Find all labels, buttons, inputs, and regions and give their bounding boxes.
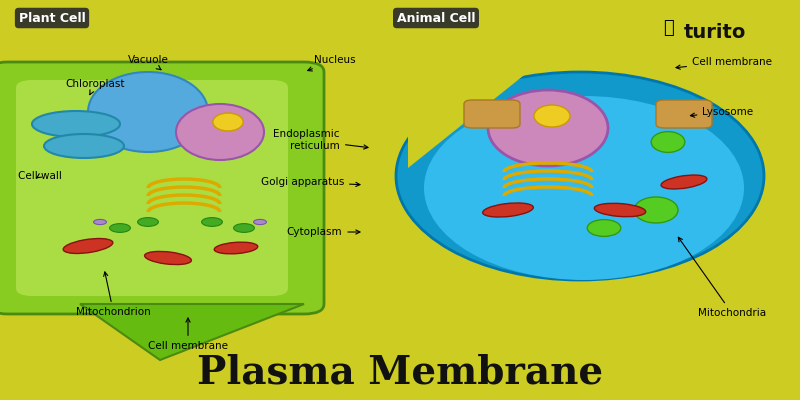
Text: Nucleus: Nucleus xyxy=(308,55,356,71)
Ellipse shape xyxy=(145,252,191,264)
Ellipse shape xyxy=(594,203,646,217)
Ellipse shape xyxy=(651,132,685,152)
Text: Mitochondria: Mitochondria xyxy=(678,237,766,318)
Ellipse shape xyxy=(138,218,158,226)
Text: Cytoplasm: Cytoplasm xyxy=(286,227,360,237)
Text: Mitochondrion: Mitochondrion xyxy=(76,272,150,317)
Ellipse shape xyxy=(32,111,120,137)
Text: Plant Cell: Plant Cell xyxy=(18,12,86,24)
Text: 📖: 📖 xyxy=(662,19,674,37)
Text: Golgi apparatus: Golgi apparatus xyxy=(261,177,360,187)
Text: Cell wall: Cell wall xyxy=(18,171,62,181)
Ellipse shape xyxy=(44,134,124,158)
Ellipse shape xyxy=(214,242,258,254)
Ellipse shape xyxy=(234,224,254,232)
Text: Animal Cell: Animal Cell xyxy=(397,12,475,24)
Ellipse shape xyxy=(534,105,570,127)
Ellipse shape xyxy=(587,220,621,236)
Ellipse shape xyxy=(396,72,764,280)
FancyBboxPatch shape xyxy=(656,100,712,128)
Ellipse shape xyxy=(482,203,534,217)
Ellipse shape xyxy=(254,219,266,225)
Text: Cell membrane: Cell membrane xyxy=(676,57,772,69)
Text: Lysosome: Lysosome xyxy=(690,107,754,117)
Text: Plasma Membrane: Plasma Membrane xyxy=(197,353,603,391)
Ellipse shape xyxy=(634,197,678,223)
Ellipse shape xyxy=(94,219,106,225)
FancyBboxPatch shape xyxy=(16,80,288,296)
Ellipse shape xyxy=(63,238,113,254)
Text: Cell membrane: Cell membrane xyxy=(148,318,228,351)
Ellipse shape xyxy=(88,72,208,152)
Text: Vacuole: Vacuole xyxy=(127,55,169,70)
Polygon shape xyxy=(80,304,304,360)
Ellipse shape xyxy=(661,175,707,189)
FancyBboxPatch shape xyxy=(464,100,520,128)
FancyBboxPatch shape xyxy=(0,62,324,314)
Text: turito: turito xyxy=(684,22,746,42)
Ellipse shape xyxy=(176,104,264,160)
Text: Endoplasmic
reticulum: Endoplasmic reticulum xyxy=(274,129,368,151)
Ellipse shape xyxy=(110,224,130,232)
Polygon shape xyxy=(408,72,528,168)
Ellipse shape xyxy=(424,96,744,280)
Text: Chloroplast: Chloroplast xyxy=(66,79,125,95)
Ellipse shape xyxy=(488,90,608,166)
Ellipse shape xyxy=(213,113,243,131)
Ellipse shape xyxy=(202,218,222,226)
